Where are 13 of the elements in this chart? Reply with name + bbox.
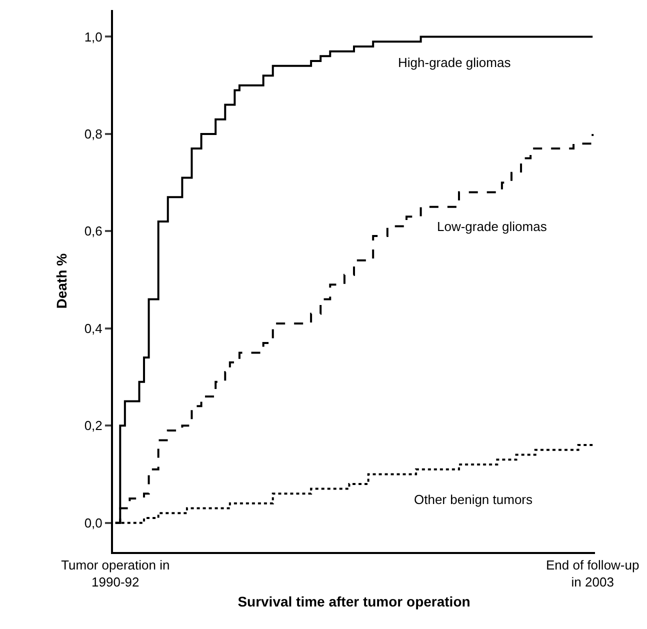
x-tick-label: End of follow-up in 2003 <box>546 558 640 590</box>
series-label: High-grade gliomas <box>398 55 512 70</box>
x-axis-title: Survival time after tumor operation <box>238 593 470 610</box>
y-axis-title: Death % <box>53 252 70 309</box>
y-tick-label: 0,6 <box>84 224 102 239</box>
y-tick-label: 0,4 <box>84 320 102 336</box>
y-tick-label: 1,0 <box>84 29 102 44</box>
y-tick-label: 0,8 <box>84 126 102 142</box>
y-tick-label: 0,2 <box>84 418 102 434</box>
series-label: Low-grade gliomas <box>437 219 548 234</box>
series-label: Other benign tumors <box>414 492 534 507</box>
y-tick-label: 0,0 <box>84 515 102 530</box>
x-tick-label: Tumor operation in 1990-92 <box>61 558 170 590</box>
